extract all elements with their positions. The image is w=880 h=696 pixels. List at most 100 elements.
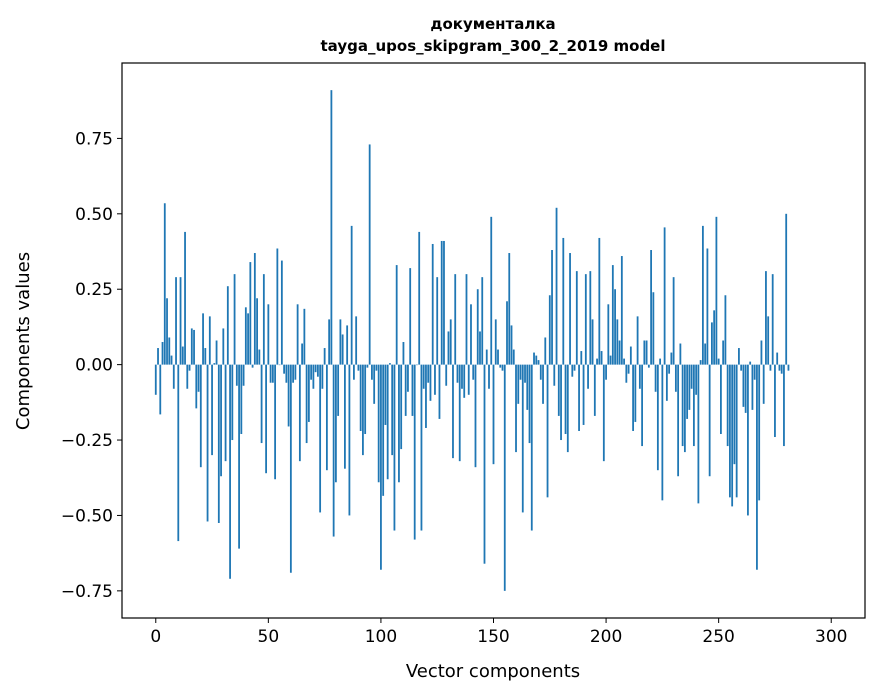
bar [247, 313, 249, 365]
bar [440, 240, 443, 365]
bar [190, 328, 193, 365]
x-tick-label: 200 [590, 627, 622, 647]
bar [467, 364, 470, 395]
bar [562, 237, 565, 365]
bar [334, 364, 337, 483]
bar [742, 364, 745, 407]
bar [555, 207, 558, 365]
bar [762, 364, 765, 404]
bar [546, 364, 549, 498]
bar [665, 364, 668, 401]
bar [701, 225, 704, 365]
bar [605, 364, 607, 380]
bar [692, 364, 695, 447]
bar [296, 304, 299, 365]
bar [517, 364, 520, 404]
bar [184, 231, 186, 365]
bar [244, 307, 247, 365]
bar [490, 216, 493, 365]
bar [463, 364, 466, 398]
bar [616, 319, 619, 365]
bar [256, 298, 258, 365]
bar [400, 364, 403, 450]
y-tick-label: −0.75 [61, 582, 113, 602]
bar [690, 364, 693, 389]
bar [375, 364, 378, 371]
bar [560, 364, 562, 441]
bar [713, 310, 716, 365]
bar [206, 364, 209, 522]
bar [571, 364, 574, 377]
bar [643, 340, 646, 365]
y-tick-label: 0.75 [75, 129, 113, 149]
bar [220, 364, 222, 477]
bar [258, 349, 261, 365]
bar [479, 331, 481, 365]
bar [566, 364, 569, 453]
bar [438, 364, 441, 419]
bar [368, 144, 371, 365]
bar [276, 248, 279, 365]
bar [632, 364, 634, 431]
bar [618, 340, 621, 365]
bar [425, 364, 427, 428]
x-tick-label: 150 [477, 627, 509, 647]
bar [292, 364, 295, 383]
bar [749, 361, 752, 365]
bar [744, 364, 747, 413]
bar [544, 337, 547, 365]
bar [238, 364, 240, 549]
bar [224, 364, 227, 462]
bar [431, 243, 434, 365]
bar [179, 277, 182, 365]
bar [422, 364, 425, 389]
y-tick-label: −0.25 [61, 431, 113, 451]
bar [483, 364, 486, 564]
bar [708, 364, 711, 477]
bar [524, 364, 526, 383]
bar [251, 364, 254, 368]
bar [620, 256, 623, 365]
x-tick-label: 0 [150, 627, 161, 647]
bar [445, 364, 448, 386]
bar [429, 364, 432, 401]
bar [213, 363, 216, 365]
bar [510, 325, 513, 365]
bar [314, 364, 317, 373]
bar [226, 286, 229, 365]
bar [287, 364, 290, 427]
bar [373, 364, 376, 404]
bar [584, 274, 587, 365]
bar [312, 364, 315, 389]
bar [481, 277, 484, 365]
bar [294, 364, 297, 380]
bar [269, 364, 272, 383]
bar [337, 364, 340, 416]
y-tick-label: 0.00 [75, 356, 113, 376]
bar [328, 319, 331, 365]
y-tick-label: 0.25 [75, 280, 113, 300]
bar [699, 360, 702, 365]
bar [780, 364, 783, 374]
bar [670, 352, 673, 365]
bar [596, 358, 598, 365]
bar [186, 364, 189, 389]
bar [501, 364, 504, 371]
bar [733, 364, 736, 465]
bar [202, 313, 204, 365]
bar [731, 364, 734, 507]
bar [557, 364, 560, 416]
plot-frame [121, 62, 866, 619]
bar [724, 295, 727, 365]
y-axis: −0.75 −0.50 −0.25 0.00 0.25 0.50 0.75 [61, 129, 122, 602]
bar [776, 352, 779, 365]
bar [240, 364, 243, 435]
bar [362, 364, 364, 456]
bar [722, 340, 725, 365]
bar [526, 364, 529, 410]
bar [458, 364, 461, 462]
bar [389, 363, 391, 365]
bar [199, 364, 202, 468]
bar [456, 364, 459, 383]
bar [625, 364, 628, 383]
